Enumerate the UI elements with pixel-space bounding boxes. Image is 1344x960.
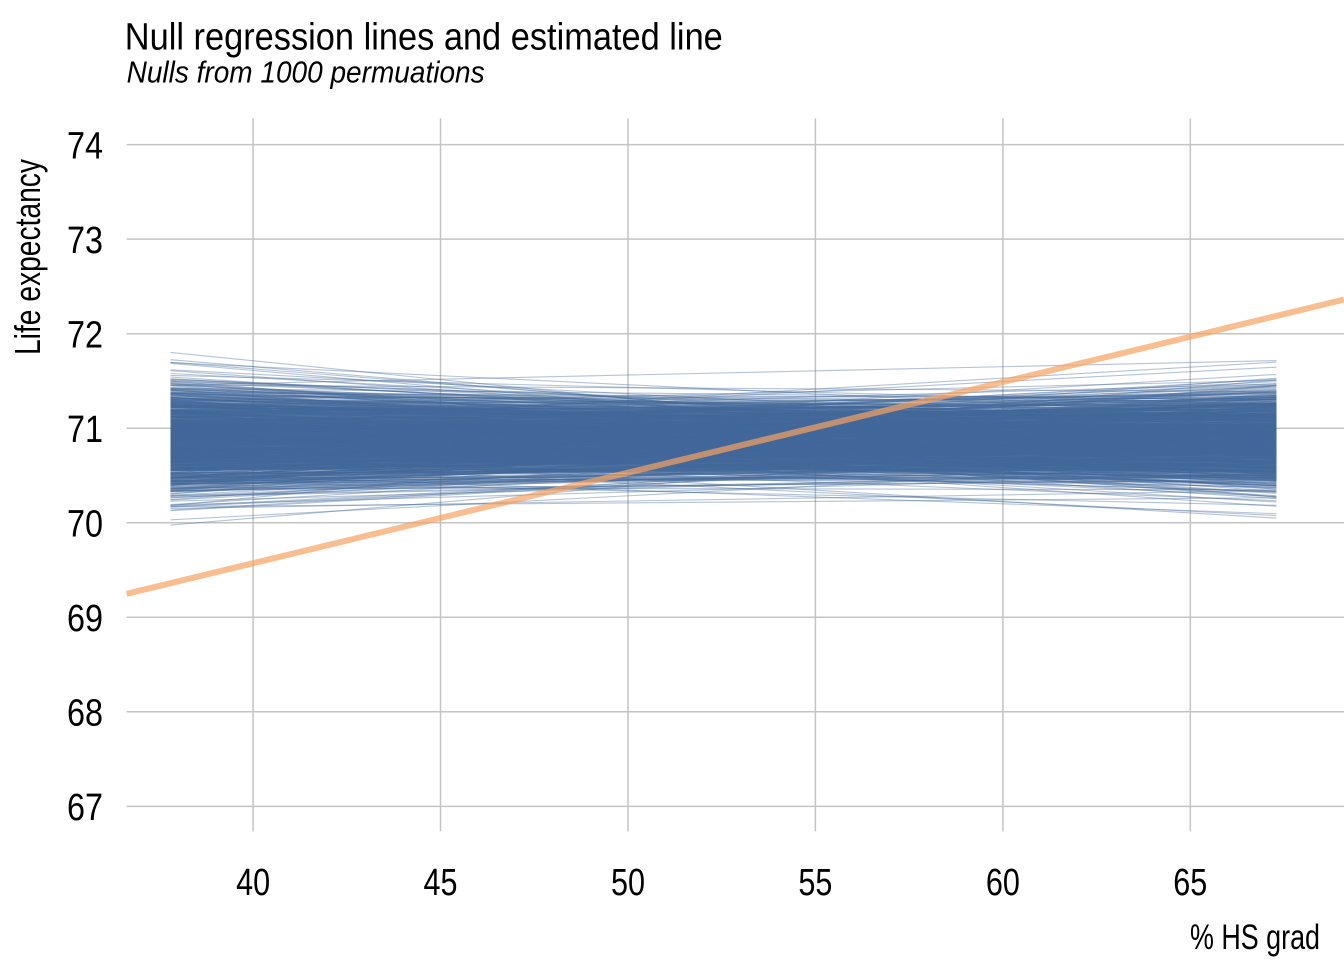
svg-text:69: 69 xyxy=(67,598,103,640)
svg-text:73: 73 xyxy=(67,220,103,262)
svg-text:50: 50 xyxy=(611,862,645,904)
svg-text:71: 71 xyxy=(67,409,103,451)
svg-text:68: 68 xyxy=(67,693,103,735)
svg-text:Life expectancy: Life expectancy xyxy=(7,159,48,355)
svg-text:60: 60 xyxy=(986,862,1020,904)
svg-text:Nulls from 1000 permuations: Nulls from 1000 permuations xyxy=(127,54,485,89)
svg-text:40: 40 xyxy=(236,862,270,904)
svg-text:74: 74 xyxy=(67,125,103,167)
svg-text:70: 70 xyxy=(67,504,103,546)
svg-text:55: 55 xyxy=(798,862,832,904)
svg-text:Null regression lines and esti: Null regression lines and estimated line xyxy=(125,17,723,59)
svg-text:65: 65 xyxy=(1173,862,1207,904)
svg-text:72: 72 xyxy=(67,315,103,357)
svg-text:% HS grad: % HS grad xyxy=(1190,918,1320,957)
svg-text:67: 67 xyxy=(67,787,103,829)
svg-text:45: 45 xyxy=(424,862,458,904)
